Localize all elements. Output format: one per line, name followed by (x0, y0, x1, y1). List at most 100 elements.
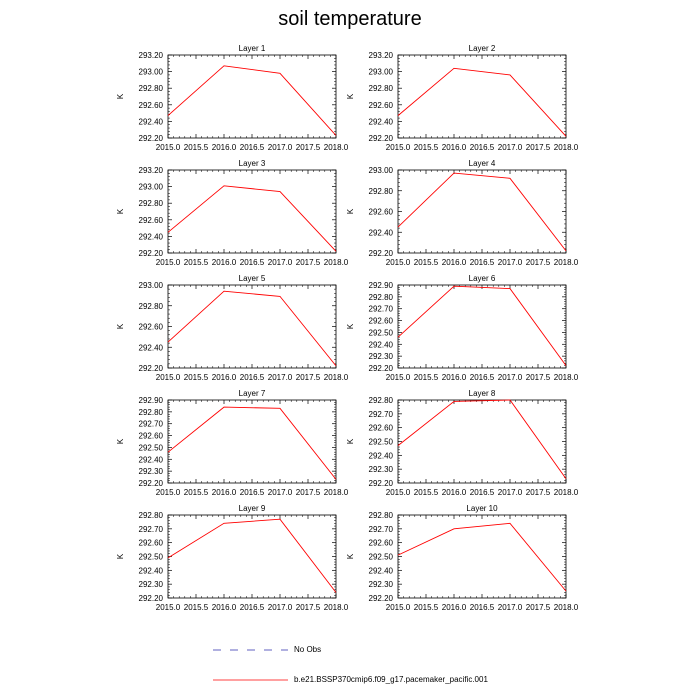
x-tick-label: 2015.5 (414, 258, 439, 267)
y-tick-label: 293.00 (139, 281, 164, 290)
panel-4: Layer 4 292.20 292.40 292.60 292.80 293.00 201… (346, 159, 579, 267)
y-tick-label: 292.80 (139, 408, 164, 417)
y-tick-label: 292.20 (369, 479, 394, 488)
y-tick-label: 292.20 (139, 364, 164, 373)
x-tick-label: 2015.5 (184, 373, 209, 382)
x-tick-label: 2017.0 (498, 143, 523, 152)
x-tick-label: 2016.0 (442, 488, 467, 497)
y-tick-label: 292.20 (139, 134, 164, 143)
x-tick-label: 2016.0 (442, 258, 467, 267)
y-tick-label: 292.80 (369, 511, 394, 520)
y-tick-label: 292.50 (369, 438, 394, 447)
x-tick-label: 2017.5 (296, 143, 321, 152)
y-tick-label: 292.80 (369, 396, 394, 405)
panel-8: Layer 8 292.20 292.30 292.40 292.50 292.60 292… (346, 389, 579, 497)
y-axis-label: K (116, 93, 125, 99)
x-tick-label: 2015.0 (386, 603, 411, 612)
panel-title: Layer 3 (239, 159, 266, 168)
x-tick-label: 2015.5 (414, 488, 439, 497)
x-tick-label: 2015.5 (414, 603, 439, 612)
y-tick-label: 292.70 (139, 525, 164, 534)
y-tick-label: 292.60 (139, 323, 164, 332)
y-tick-label: 292.60 (369, 424, 394, 433)
x-tick-label: 2016.0 (442, 143, 467, 152)
x-tick-label: 2017.5 (296, 258, 321, 267)
series-line (397, 399, 567, 480)
x-tick-label: 2018.0 (554, 488, 579, 497)
plot-frame (397, 54, 567, 139)
plot-frame (167, 514, 337, 599)
y-tick-label: 292.50 (139, 443, 164, 452)
y-tick-label: 293.20 (369, 51, 394, 60)
x-tick-label: 2017.5 (296, 603, 321, 612)
y-axis-label: K (346, 438, 355, 444)
figure-title: soil temperature (278, 8, 422, 30)
x-tick-label: 2016.5 (470, 258, 495, 267)
y-tick-label: 292.60 (369, 101, 394, 110)
panel-3: Layer 3 292.20 292.40 292.60 292.80 293.00 293… (116, 159, 349, 267)
x-tick-label: 2017.5 (526, 603, 551, 612)
y-tick-label: 292.20 (139, 479, 164, 488)
x-tick-label: 2018.0 (554, 373, 579, 382)
series-line (167, 65, 337, 136)
x-tick-label: 2018.0 (554, 258, 579, 267)
y-tick-label: 292.20 (369, 364, 394, 373)
y-tick-label: 292.90 (369, 281, 394, 290)
y-tick-label: 292.60 (369, 539, 394, 548)
x-tick-label: 2016.0 (212, 603, 237, 612)
x-tick-label: 2016.0 (212, 258, 237, 267)
x-tick-label: 2018.0 (324, 143, 349, 152)
x-tick-label: 2015.5 (184, 143, 209, 152)
y-tick-label: 292.70 (369, 410, 394, 419)
y-tick-label: 292.20 (139, 594, 164, 603)
x-tick-label: 2017.5 (526, 143, 551, 152)
y-tick-label: 292.40 (369, 566, 394, 575)
y-tick-label: 292.80 (139, 199, 164, 208)
y-tick-label: 292.50 (139, 553, 164, 562)
panel-10: Layer 10 292.20 292.30 292.40 292.50 292.60 29… (346, 504, 579, 612)
panel-title: Layer 7 (239, 389, 266, 398)
y-tick-label: 292.20 (369, 249, 394, 258)
x-tick-label: 2015.0 (156, 373, 181, 382)
x-tick-label: 2017.5 (526, 488, 551, 497)
y-tick-label: 293.20 (139, 51, 164, 60)
panel-6: Layer 6 292.20 292.30 292.40 292.50 292.60 292… (346, 274, 579, 382)
series-line (167, 406, 337, 480)
y-tick-label: 292.70 (369, 305, 394, 314)
panel-title: Layer 10 (466, 504, 498, 513)
x-tick-label: 2016.5 (240, 603, 265, 612)
series-line (397, 522, 567, 592)
x-tick-label: 2015.5 (414, 143, 439, 152)
x-tick-label: 2017.0 (268, 488, 293, 497)
x-tick-label: 2015.5 (414, 373, 439, 382)
y-axis-label: K (346, 93, 355, 99)
y-axis-label: K (116, 323, 125, 329)
x-tick-label: 2017.0 (268, 258, 293, 267)
y-tick-label: 292.60 (139, 101, 164, 110)
panel-9: Layer 9 292.20 292.30 292.40 292.50 292.60 292… (116, 504, 349, 612)
x-tick-label: 2015.5 (184, 488, 209, 497)
y-tick-label: 293.00 (139, 68, 164, 77)
y-tick-label: 292.50 (369, 328, 394, 337)
x-tick-label: 2016.5 (240, 373, 265, 382)
plot-frame (397, 399, 567, 484)
y-axis-label: K (346, 208, 355, 214)
x-tick-label: 2017.0 (498, 488, 523, 497)
y-tick-label: 293.00 (369, 68, 394, 77)
x-tick-label: 2017.5 (296, 488, 321, 497)
x-tick-label: 2015.0 (386, 258, 411, 267)
x-tick-label: 2015.0 (386, 488, 411, 497)
series-line (167, 290, 337, 367)
x-tick-label: 2015.0 (156, 258, 181, 267)
x-tick-label: 2016.5 (240, 258, 265, 267)
plot-frame (167, 54, 337, 139)
x-tick-label: 2016.0 (212, 488, 237, 497)
x-tick-label: 2016.0 (212, 143, 237, 152)
plot-frame (397, 514, 567, 599)
x-tick-label: 2017.0 (268, 603, 293, 612)
y-tick-label: 292.40 (369, 117, 394, 126)
y-axis-label: K (116, 208, 125, 214)
x-tick-label: 2016.0 (442, 373, 467, 382)
series-line (167, 518, 337, 593)
y-tick-label: 292.60 (369, 317, 394, 326)
